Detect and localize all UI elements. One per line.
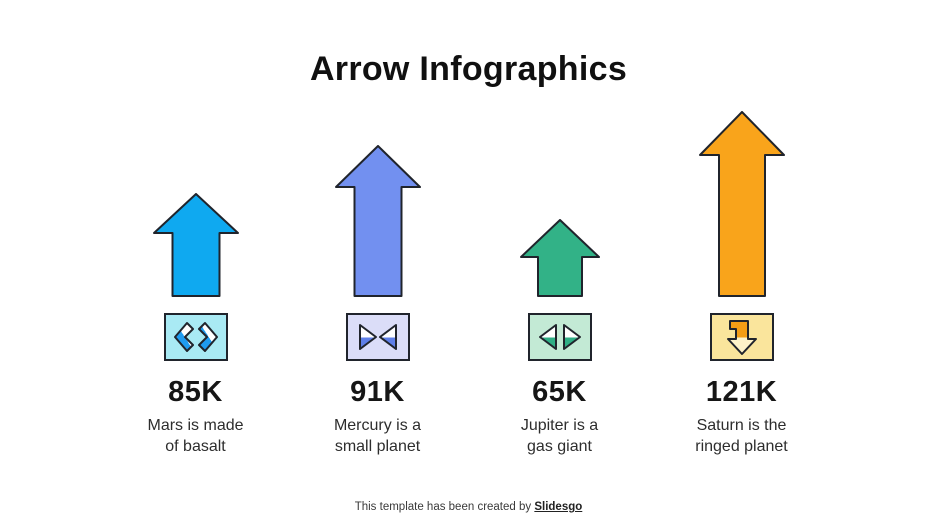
icon-box — [709, 313, 774, 361]
description-line: small planet — [334, 438, 421, 455]
chevrons-outward-icon — [173, 322, 218, 352]
up-arrow-shape — [519, 219, 600, 297]
infographic-column-saturn: 121K Saturn is the ringed planet — [651, 110, 833, 457]
triangles-inward-icon — [358, 324, 397, 350]
description-line: Mercury is a — [333, 417, 422, 434]
arrow-area — [334, 110, 421, 297]
icon-box — [345, 313, 410, 361]
infographic-columns: 85K Mars is made of basalt — [105, 110, 833, 457]
up-arrow-shape — [698, 111, 785, 297]
description-label: Jupiter is a gas giant — [521, 415, 598, 457]
icon-box — [163, 313, 228, 361]
up-arrow-shape — [152, 193, 239, 297]
value-label: 91K — [350, 376, 405, 408]
value-label: 65K — [532, 376, 587, 408]
up-arrow-shape — [334, 145, 421, 297]
infographic-column-mercury: 91K Mercury is a small planet — [287, 110, 469, 457]
description-line: Jupiter is a — [520, 417, 599, 434]
bent-down-arrow-icon — [726, 320, 757, 355]
description-line: of basalt — [165, 438, 226, 455]
infographic-column-mars: 85K Mars is made of basalt — [105, 110, 287, 457]
description-label: Mars is made of basalt — [147, 415, 243, 457]
triangles-outward-icon — [538, 324, 581, 350]
description-line: Mars is made — [147, 417, 244, 434]
slidesgo-link[interactable]: Slidesgo — [534, 501, 583, 513]
arrow-area — [519, 110, 600, 297]
infographic-column-jupiter: 65K Jupiter is a gas giant — [469, 110, 651, 457]
page-title: Arrow Infographics — [309, 50, 628, 88]
arrow-area — [152, 110, 239, 297]
description-line: ringed planet — [695, 438, 788, 455]
footer-text: This template has been created by — [354, 501, 532, 513]
value-label: 121K — [705, 376, 778, 408]
description-label: Mercury is a small planet — [334, 415, 421, 457]
description-line: gas giant — [527, 438, 592, 455]
icon-box — [527, 313, 592, 361]
value-label: 85K — [168, 376, 223, 408]
arrow-area — [698, 110, 785, 297]
footer-credit: This template has been created by Slides… — [0, 501, 937, 513]
description-line: Saturn is the — [696, 417, 787, 434]
description-label: Saturn is the ringed planet — [695, 415, 788, 457]
